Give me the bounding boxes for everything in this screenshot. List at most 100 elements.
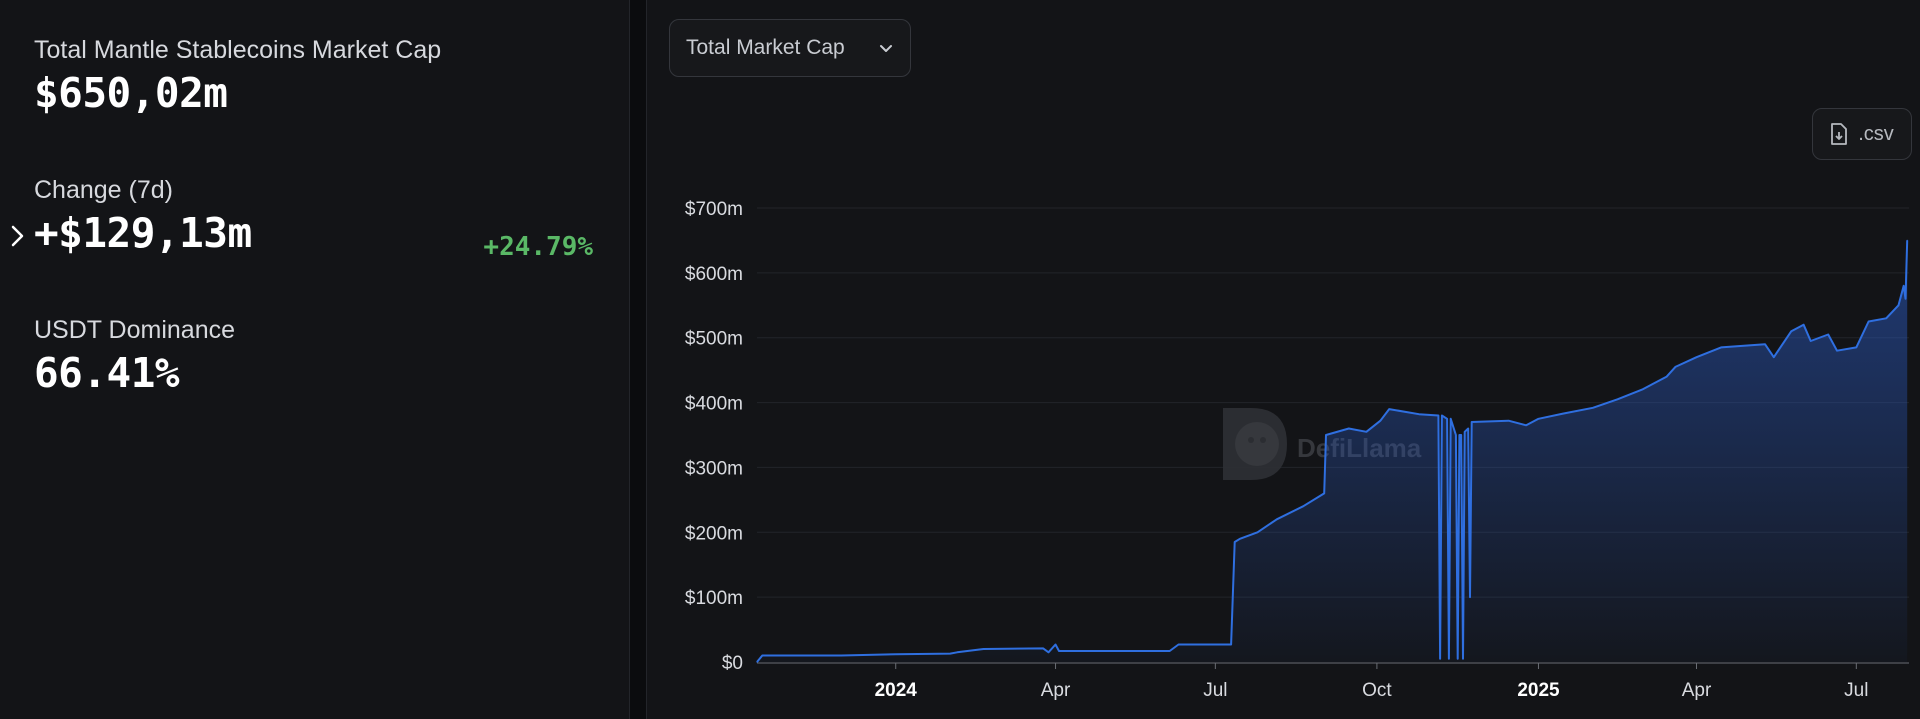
market-cap-stat: Total Mantle Stablecoins Market Cap $650… — [34, 36, 441, 117]
data-point — [1177, 643, 1180, 646]
data-point — [895, 653, 897, 655]
data-point — [1855, 346, 1857, 348]
data-point — [1904, 298, 1907, 300]
dominance-value: 66.41% — [34, 349, 180, 397]
data-point — [956, 651, 958, 653]
llama-logo-icon — [1223, 408, 1287, 480]
data-point — [1810, 340, 1812, 342]
data-point — [1467, 427, 1469, 430]
y-tick-label: $600m — [685, 264, 743, 285]
data-point — [1592, 407, 1594, 409]
data-point — [1239, 538, 1241, 540]
y-tick-label: $500m — [685, 329, 743, 350]
data-point — [1169, 650, 1171, 652]
data-point — [982, 648, 985, 650]
x-tick-label: 2024 — [875, 680, 918, 701]
data-point — [1446, 418, 1448, 420]
data-point — [1379, 420, 1381, 422]
data-point — [1903, 285, 1905, 287]
data-point — [1365, 431, 1367, 433]
y-tick-label: $100m — [685, 588, 743, 609]
data-point — [1457, 658, 1459, 660]
dominance-stat: USDT Dominance 66.41% — [34, 316, 235, 397]
data-point — [1047, 651, 1050, 653]
x-tick-label: Jul — [1203, 680, 1227, 701]
data-point — [1276, 518, 1278, 520]
data-point — [1042, 647, 1044, 650]
y-tick-label: $700m — [685, 199, 743, 220]
data-point — [1616, 398, 1619, 400]
x-tick-label: Oct — [1362, 680, 1392, 701]
stats-panel: Total Mantle Stablecoins Market Cap $650… — [0, 0, 630, 719]
chevron-right-icon[interactable] — [6, 222, 28, 250]
data-point — [1666, 376, 1668, 378]
data-point — [1460, 434, 1462, 436]
data-point — [1302, 505, 1304, 507]
x-tick-label: Jul — [1844, 680, 1868, 701]
change-stat[interactable]: Change (7d) +$129,13m — [34, 176, 252, 257]
data-point — [1458, 434, 1460, 436]
data-point — [1471, 421, 1473, 423]
data-point — [1437, 414, 1439, 417]
data-point — [1054, 643, 1057, 646]
file-download-icon — [1831, 123, 1848, 145]
data-point — [1897, 304, 1900, 306]
data-point — [1256, 531, 1259, 533]
data-point — [1836, 350, 1838, 352]
data-point — [756, 661, 758, 663]
y-tick-label: $200m — [685, 523, 743, 544]
data-point — [761, 654, 763, 657]
market-cap-chart: DefiLlama $0$100m$200m$300m$400m$500m$60… — [685, 199, 1909, 701]
x-axis: 2024 Apr Jul Oct 2025 Apr Jul — [757, 662, 1909, 701]
data-point — [1058, 650, 1060, 652]
data-point — [1441, 414, 1443, 417]
metric-select[interactable]: Total Market Cap — [669, 19, 911, 77]
data-point — [1537, 418, 1540, 420]
dominance-label: USDT Dominance — [34, 316, 236, 344]
change-label: Change (7d) — [34, 176, 173, 204]
x-tick-label: 2025 — [1517, 680, 1560, 701]
x-tick-label: Apr — [1041, 680, 1071, 701]
y-tick-label: $0 — [722, 653, 743, 674]
data-point — [840, 654, 842, 657]
data-point — [1448, 658, 1450, 660]
data-point — [1827, 333, 1829, 336]
data-point — [1803, 324, 1805, 326]
market-cap-value: $650,02m — [34, 69, 228, 117]
chart-panel: DefiLlama $0$100m$200m$300m$400m$500m$60… — [646, 0, 1920, 719]
change-percent: +24.79% — [483, 232, 593, 262]
data-point — [1641, 389, 1643, 391]
data-point — [1439, 658, 1441, 660]
data-point — [1464, 431, 1466, 433]
data-point — [1418, 413, 1420, 415]
data-point — [1764, 343, 1766, 345]
data-point — [1325, 434, 1327, 436]
series-area — [757, 240, 1908, 662]
data-point — [1695, 356, 1698, 358]
data-point — [1720, 346, 1722, 348]
download-csv-button[interactable]: .csv — [1812, 108, 1912, 160]
x-tick-label: Apr — [1682, 680, 1712, 701]
csv-button-label: .csv — [1858, 122, 1894, 145]
metric-select-label: Total Market Cap — [686, 36, 845, 59]
data-point — [1773, 356, 1775, 358]
data-point — [1906, 239, 1908, 241]
data-point — [1525, 424, 1527, 426]
chevron-down-icon — [880, 45, 892, 52]
data-point — [1469, 596, 1471, 598]
market-cap-label: Total Mantle Stablecoins Market Cap — [34, 36, 442, 64]
data-point — [1234, 541, 1236, 543]
data-point — [1455, 434, 1457, 436]
data-point — [1323, 492, 1325, 494]
data-point — [1462, 658, 1464, 660]
series-layer — [756, 239, 1909, 663]
data-point — [1388, 408, 1390, 410]
data-point — [1674, 366, 1676, 368]
data-point — [1508, 420, 1510, 422]
data-point — [1885, 317, 1887, 319]
data-point — [1348, 427, 1350, 430]
change-value: +$129,13m — [34, 209, 252, 257]
y-tick-label: $400m — [685, 394, 743, 415]
data-point — [1450, 418, 1452, 420]
data-point — [1562, 413, 1564, 415]
